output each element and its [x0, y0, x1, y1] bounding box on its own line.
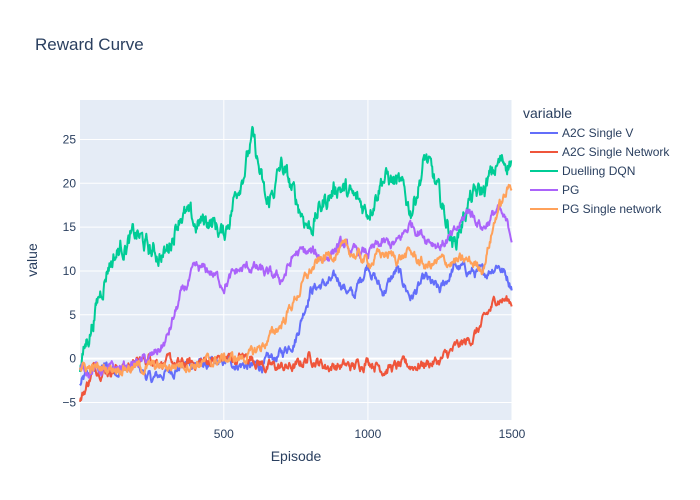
series-line-duelling-dqn [79, 125, 513, 373]
x-tick-label: 1000 [355, 427, 382, 441]
series-line-pg-single-network [79, 183, 513, 377]
y-axis-title: value [24, 243, 40, 277]
x-tick-label: 500 [214, 427, 234, 441]
y-axis-ticks: −5 0 5 10 15 20 25 [62, 132, 76, 409]
legend-label: A2C Single V [562, 126, 633, 140]
legend-item[interactable]: PG [530, 183, 579, 197]
chart-title: Reward Curve [35, 35, 144, 54]
grid-lines [80, 100, 513, 420]
legend-item[interactable]: A2C Single Network [530, 145, 670, 159]
legend-label: PG Single network [562, 202, 662, 216]
y-tick-label: 15 [63, 220, 77, 234]
legend-item[interactable]: PG Single network [530, 202, 662, 216]
y-tick-label: 10 [63, 264, 77, 278]
y-tick-label: 20 [63, 176, 77, 190]
legend-label: A2C Single Network [562, 145, 670, 159]
x-axis-title: Episode [271, 448, 322, 464]
x-tick-label: 1500 [499, 427, 526, 441]
series-line-a2c-single-v [79, 259, 513, 386]
y-tick-label: 5 [69, 308, 76, 322]
legend[interactable]: variable A2C Single V A2C Single Network D… [523, 105, 670, 216]
legend-label: PG [562, 183, 579, 197]
legend-item[interactable]: A2C Single V [530, 126, 633, 140]
y-tick-label: 25 [63, 132, 77, 146]
series-lines [79, 125, 513, 402]
series-line-pg [79, 204, 513, 379]
y-tick-label: 0 [69, 352, 76, 366]
legend-item[interactable]: Duelling DQN [530, 164, 635, 178]
legend-title: variable [523, 105, 572, 121]
legend-items[interactable]: A2C Single V A2C Single Network Duelling D… [530, 126, 670, 216]
legend-label: Duelling DQN [562, 164, 635, 178]
x-axis-ticks: 500 1000 1500 [214, 427, 526, 441]
y-tick-label: −5 [62, 395, 76, 409]
